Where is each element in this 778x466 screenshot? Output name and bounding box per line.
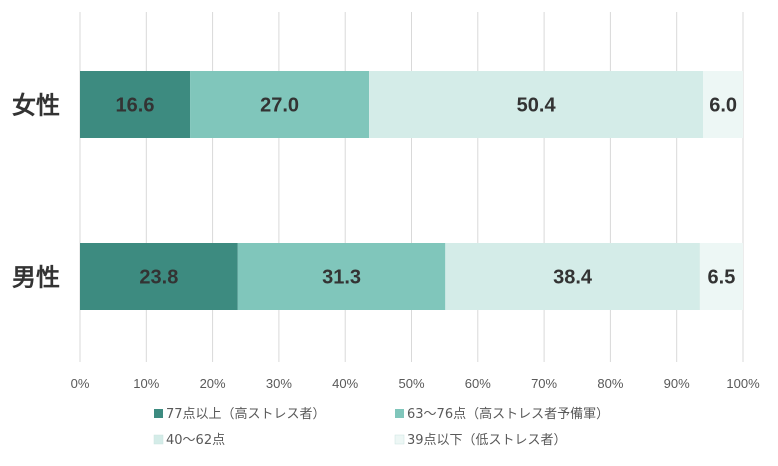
category-label: 男性 [12, 264, 60, 292]
legend-label: 77点以上（高ストレス者） [166, 406, 326, 422]
x-tick-label: 100% [726, 376, 760, 391]
bar-segment [80, 71, 191, 138]
data-label: 6.0 [709, 95, 737, 117]
legend: 77点以上（高ストレス者） 63〜76点（高ストレス者予備軍） 40〜62点 39点以… [153, 406, 609, 448]
x-tick-label: 50% [398, 376, 424, 391]
legend-label: 63〜76点（高ストレス者予備軍） [407, 406, 609, 422]
x-tick-label: 10% [133, 376, 159, 391]
bar-segment [699, 243, 743, 310]
bar-segment [369, 71, 704, 138]
bar-segment [703, 71, 743, 138]
legend-swatch [395, 409, 404, 418]
data-label: 27.0 [260, 95, 299, 117]
bars: 16.6 27.0 50.4 6.0 23.8 31.3 38.4 6.5 [80, 71, 743, 310]
x-tick-label: 90% [664, 376, 690, 391]
legend-label: 39点以下（低ストレス者） [407, 433, 567, 448]
data-label: 16.6 [116, 95, 155, 117]
bar-segment [237, 243, 446, 310]
legend-swatch [394, 434, 405, 445]
legend-swatch [153, 434, 164, 445]
x-tick-label: 30% [266, 376, 292, 391]
data-label: 31.3 [322, 267, 361, 289]
data-label: 6.5 [708, 267, 736, 289]
data-label: 23.8 [139, 267, 178, 289]
bar-segment [445, 243, 700, 310]
x-tick-label: 80% [597, 376, 623, 391]
x-tick-label: 70% [531, 376, 557, 391]
data-label: 38.4 [553, 267, 593, 289]
x-tick-label: 0% [71, 376, 90, 391]
category-label: 女性 [12, 92, 60, 120]
data-label: 50.4 [517, 95, 557, 117]
legend-swatch [154, 409, 163, 418]
x-tick-label: 60% [465, 376, 491, 391]
x-tick-label: 20% [200, 376, 226, 391]
bar-segment [190, 71, 370, 138]
legend-label: 40〜62点 [166, 433, 225, 448]
x-axis-tick-labels: 0% 10% 20% 30% 40% 50% 60% 70% 80% 90% 100% [71, 376, 760, 391]
bar-segment [80, 243, 238, 310]
x-tick-label: 40% [332, 376, 358, 391]
